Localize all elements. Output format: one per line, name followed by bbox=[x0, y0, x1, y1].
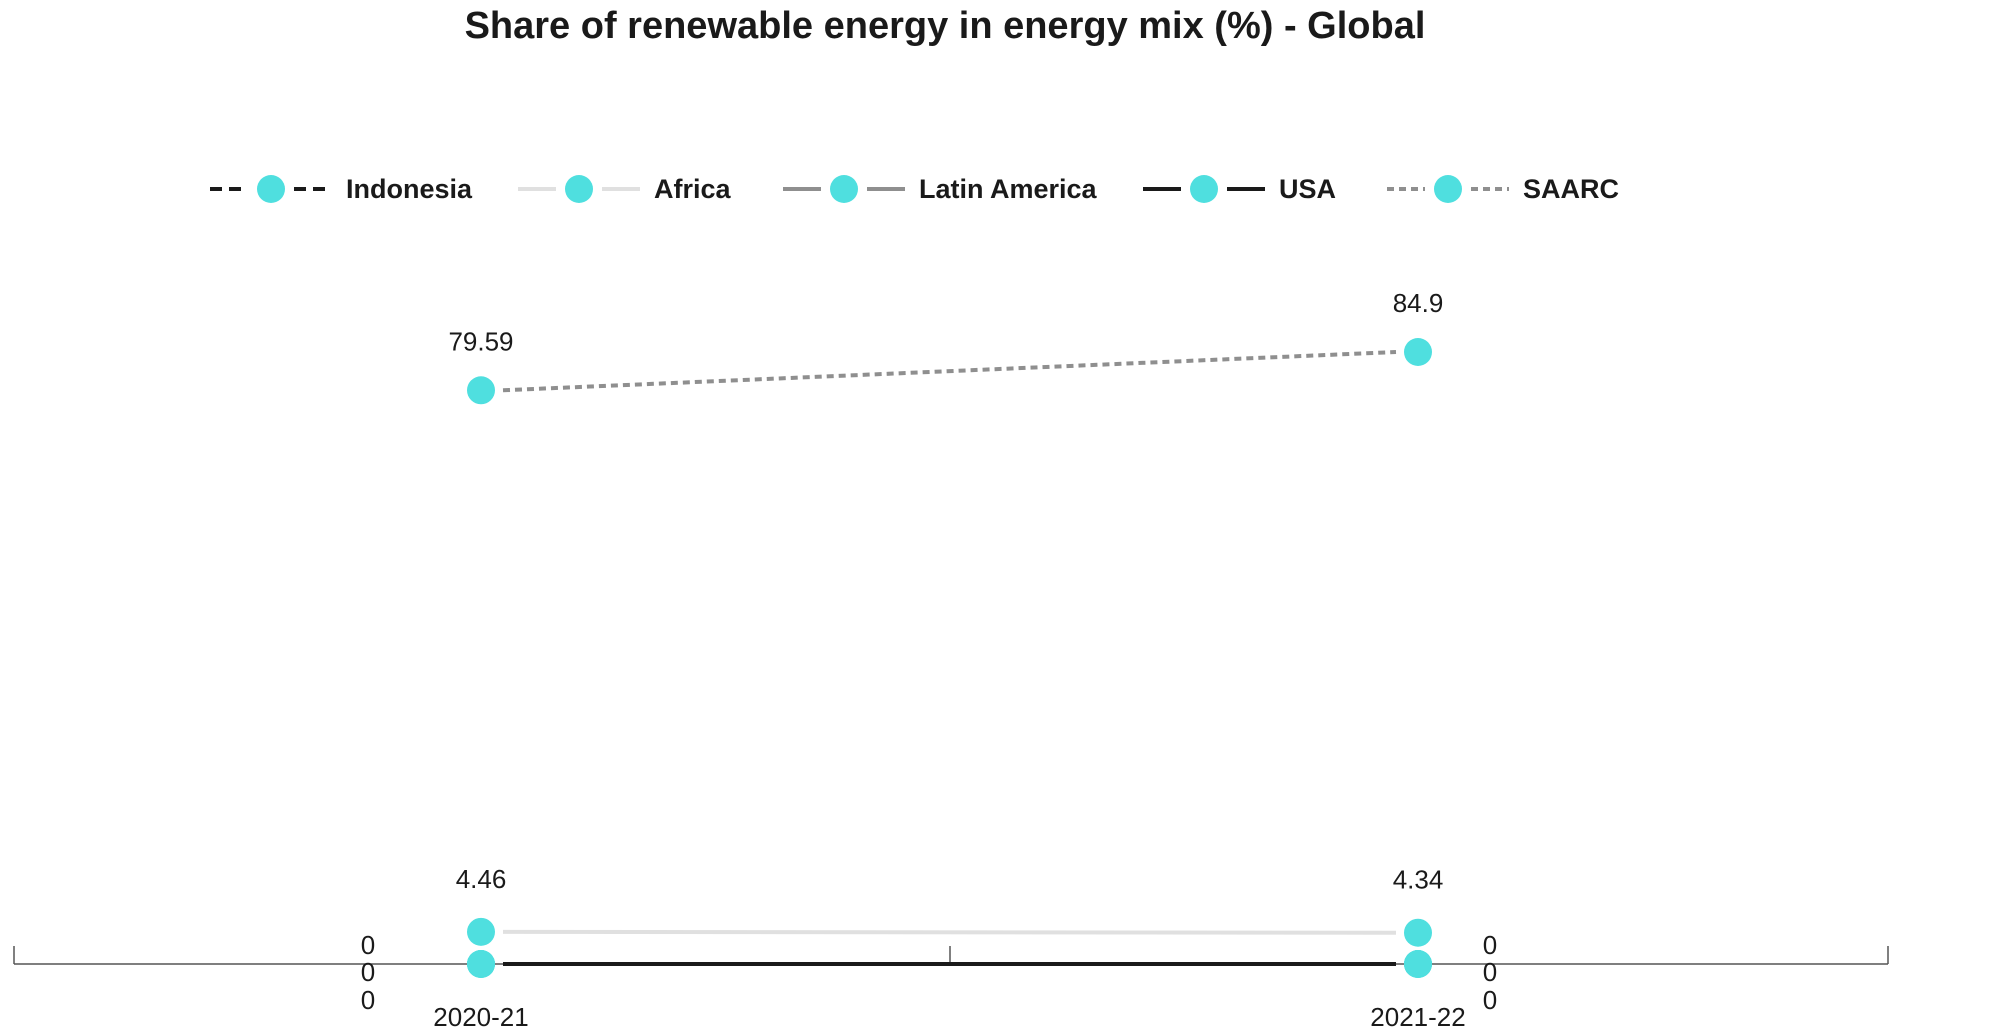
chart-title: Share of renewable energy in energy mix … bbox=[465, 5, 1426, 47]
value-label-zero-right-1: 0 bbox=[1483, 957, 1497, 987]
data-point-saarc-1 bbox=[1404, 338, 1432, 366]
series-points bbox=[467, 338, 1432, 978]
legend-marker bbox=[830, 175, 858, 203]
legend-label: USA bbox=[1279, 174, 1336, 204]
legend-item-africa: Africa bbox=[518, 174, 732, 204]
legend-label: SAARC bbox=[1523, 174, 1619, 204]
series-line-africa bbox=[502, 929, 1397, 935]
value-label-africa-0: 4.46 bbox=[456, 864, 507, 894]
legend-marker bbox=[257, 175, 285, 203]
legend: Indonesia Africa Latin America USA SAARC bbox=[210, 174, 1619, 204]
legend-item-latin-america: Latin America bbox=[783, 174, 1098, 204]
data-point-africa-1 bbox=[1404, 918, 1432, 947]
value-label-saarc-1: 84.9 bbox=[1393, 288, 1444, 318]
legend-label: Indonesia bbox=[346, 174, 473, 204]
x-tick-label-0: 2020-21 bbox=[433, 1002, 528, 1032]
value-label-saarc-0: 79.59 bbox=[448, 326, 513, 356]
data-point-usa-1 bbox=[1404, 950, 1432, 978]
data-point-saarc-0 bbox=[467, 376, 495, 405]
series-lines bbox=[502, 350, 1397, 966]
x-tick-label-1: 2021-22 bbox=[1370, 1002, 1465, 1032]
value-label-zero-right-2: 0 bbox=[1483, 985, 1497, 1015]
value-label-zero-right-0: 0 bbox=[1483, 930, 1497, 960]
x-axis bbox=[13, 946, 1889, 965]
series-line-saarc bbox=[502, 350, 1397, 393]
value-label-zero-left-1: 0 bbox=[361, 957, 375, 987]
legend-marker bbox=[1190, 175, 1218, 203]
data-point-usa-0 bbox=[467, 950, 495, 978]
legend-item-usa: USA bbox=[1143, 174, 1336, 204]
value-label-zero-left-0: 0 bbox=[361, 930, 375, 960]
data-point-africa-0 bbox=[467, 917, 495, 946]
value-label-africa-1: 4.34 bbox=[1393, 865, 1444, 895]
legend-item-saarc: SAARC bbox=[1387, 174, 1619, 204]
legend-marker bbox=[565, 175, 593, 203]
legend-marker bbox=[1434, 175, 1462, 203]
value-label-zero-left-2: 0 bbox=[361, 985, 375, 1015]
legend-label: Latin America bbox=[919, 174, 1098, 204]
legend-label: Africa bbox=[654, 174, 732, 204]
tick-labels: 2020-21 2021-22 bbox=[433, 1002, 1465, 1032]
legend-item-indonesia: Indonesia bbox=[210, 174, 473, 204]
